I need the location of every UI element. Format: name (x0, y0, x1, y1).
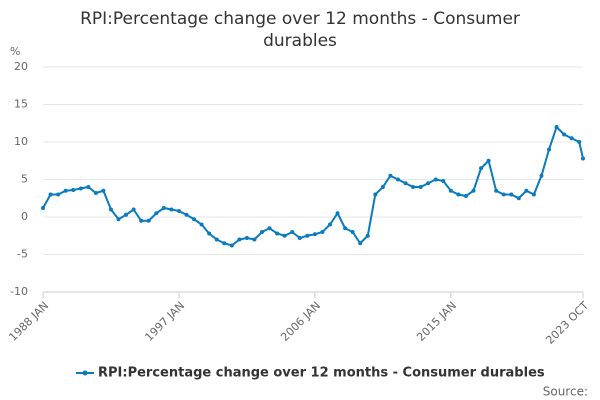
data-point (433, 177, 438, 182)
data-point (581, 156, 585, 161)
y-tick-label: 10 (14, 135, 28, 148)
data-point (93, 191, 98, 195)
data-point (403, 181, 408, 186)
data-point (531, 192, 536, 197)
y-tick-label: -5 (17, 248, 28, 261)
data-point (562, 132, 567, 137)
data-point (176, 209, 181, 213)
data-point (184, 212, 189, 217)
data-point (214, 237, 219, 242)
data-point (252, 237, 257, 242)
x-tick-label: 2015 JAN (414, 299, 459, 344)
legend-marker (82, 370, 88, 376)
data-point (509, 192, 514, 197)
x-tick-label: 2006 JAN (278, 299, 323, 344)
data-point (192, 217, 197, 222)
legend-label: RPI:Percentage change over 12 months - C… (98, 366, 545, 381)
data-point (327, 222, 332, 227)
data-point (275, 231, 280, 236)
data-point (260, 230, 265, 234)
data-point (199, 222, 204, 227)
data-point (441, 179, 446, 183)
data-point (456, 192, 461, 197)
x-tick-label: 1988 JAN (6, 299, 51, 344)
y-tick-label: 20 (14, 60, 28, 73)
data-point (350, 230, 355, 234)
data-point (380, 185, 385, 189)
data-point (388, 173, 393, 178)
y-unit: % (10, 45, 20, 58)
data-point (426, 181, 431, 186)
data-point (448, 188, 453, 193)
data-point (486, 158, 491, 163)
data-point (358, 241, 363, 246)
data-point (577, 140, 582, 144)
data-point (524, 188, 529, 193)
data-point (169, 207, 174, 212)
data-point (71, 188, 76, 192)
data-point (320, 230, 325, 234)
data-point (471, 188, 476, 193)
data-point (63, 188, 68, 193)
data-point (569, 136, 574, 141)
data-point (297, 236, 302, 240)
data-point (86, 185, 91, 189)
data-point (335, 211, 340, 216)
data-point (222, 241, 227, 246)
data-point (78, 186, 83, 191)
data-point (501, 192, 506, 197)
y-tick-label: -10 (10, 285, 28, 298)
data-point (290, 230, 295, 234)
data-point (244, 236, 249, 240)
data-point (229, 243, 234, 248)
data-point (124, 212, 129, 217)
data-point (41, 206, 45, 210)
data-point (516, 196, 521, 201)
data-point (131, 207, 136, 212)
data-point (56, 192, 61, 197)
data-point (494, 188, 499, 193)
data-point (267, 226, 272, 231)
data-point (139, 218, 144, 223)
data-point (237, 237, 242, 242)
data-point (305, 233, 310, 238)
data-point (207, 231, 212, 236)
y-tick-label: 15 (14, 98, 28, 111)
data-point (373, 192, 378, 197)
data-point (116, 217, 121, 222)
series-line (42, 125, 584, 247)
x-tick-label: 2023 OCT (543, 299, 591, 347)
data-point (411, 185, 416, 189)
data-point (48, 192, 53, 197)
data-point (154, 211, 159, 216)
data-point (282, 233, 287, 238)
y-tick-label: 0 (21, 210, 28, 223)
data-point (343, 226, 348, 231)
y-tick-label: 5 (21, 173, 28, 186)
data-point (312, 232, 317, 237)
data-point (365, 233, 370, 238)
data-point (479, 166, 484, 171)
data-point (539, 173, 544, 178)
data-point (395, 177, 400, 182)
data-point (108, 207, 113, 212)
data-point (418, 185, 423, 189)
source: Source: (543, 385, 588, 399)
chart-title: RPI:Percentage change over 12 months - C… (80, 9, 520, 51)
data-point (161, 206, 166, 210)
data-point (463, 194, 468, 198)
x-tick-label: 1997 JAN (142, 299, 187, 344)
data-point (554, 125, 559, 129)
data-point (146, 218, 151, 223)
data-point (101, 188, 106, 193)
data-point (547, 147, 552, 152)
